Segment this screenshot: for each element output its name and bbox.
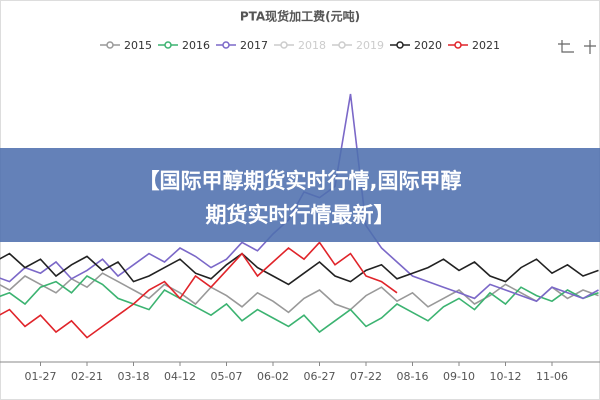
- legend-marker: [106, 41, 114, 49]
- legend-marker: [396, 41, 404, 49]
- chart-title: PTA现货加工费(元吨): [240, 9, 360, 24]
- save-icon[interactable]: [584, 40, 596, 54]
- x-tick-label: 01-27: [25, 370, 57, 383]
- x-tick-label: 04-12: [164, 370, 196, 383]
- x-tick-label: 05-07: [211, 370, 243, 383]
- banner-line: 【国际甲醇期货实时行情,国际甲醇: [139, 169, 462, 193]
- x-tick-label: 06-27: [304, 370, 336, 383]
- legend-label: 2021: [472, 39, 500, 52]
- series-line: [0, 275, 599, 334]
- x-tick-label: 06-02: [257, 370, 289, 383]
- toolbox[interactable]: [558, 40, 596, 54]
- x-tick-label: 03-18: [118, 370, 150, 383]
- legend: 2015 2016 2017 2018 2019 2020 2021: [100, 39, 500, 52]
- legend-marker: [280, 41, 288, 49]
- series-line: [0, 241, 398, 339]
- x-tick-label: 08-16: [397, 370, 429, 383]
- legend-marker: [454, 41, 462, 49]
- plot-area: 01-27 02-21 03-18 04-12 05-07 06-02 06-27 07-22…: [0, 93, 600, 383]
- banner-line: 期货实时行情最新】: [206, 203, 395, 227]
- legend-label: 2020: [414, 39, 442, 52]
- legend-marker: [164, 41, 172, 49]
- x-tick-label: 02-21: [71, 370, 103, 383]
- restore-icon[interactable]: [558, 40, 574, 53]
- legend-marker: [222, 41, 230, 49]
- legend-marker: [338, 41, 346, 49]
- x-tick-label: 10-12: [490, 370, 522, 383]
- series-line: [0, 252, 599, 286]
- legend-label: 2017: [240, 39, 268, 52]
- legend-label: 2016: [182, 39, 210, 52]
- x-tick-label: 07-22: [350, 370, 382, 383]
- x-tick-label: 11-06: [536, 370, 568, 383]
- legend-label: 2018: [298, 39, 326, 52]
- legend-label: 2019: [356, 39, 384, 52]
- legend-label: 2015: [124, 39, 152, 52]
- x-tick-label: 09-10: [443, 370, 475, 383]
- banner: [0, 148, 600, 242]
